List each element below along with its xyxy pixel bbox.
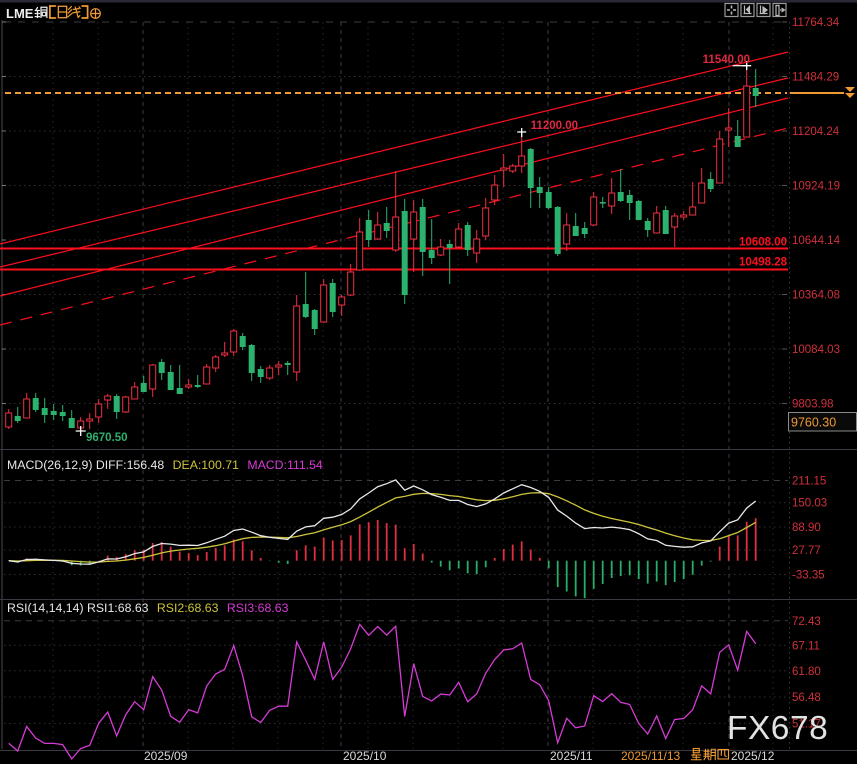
svg-text:11484.29: 11484.29 xyxy=(792,72,839,84)
svg-text:2025/11: 2025/11 xyxy=(550,749,593,763)
svg-text:56.48: 56.48 xyxy=(792,692,821,704)
svg-text:211.15: 211.15 xyxy=(792,476,826,488)
svg-text:11540.00: 11540.00 xyxy=(703,54,750,66)
svg-text:72.43: 72.43 xyxy=(792,616,821,628)
svg-text:2025/10: 2025/10 xyxy=(343,749,387,763)
svg-text:10498.28: 10498.28 xyxy=(739,257,788,269)
svg-text:61.80: 61.80 xyxy=(792,666,821,678)
svg-text:67.11: 67.11 xyxy=(792,640,820,652)
svg-text:FX678: FX678 xyxy=(727,710,828,747)
svg-text:51.17: 51.17 xyxy=(792,718,821,730)
svg-text:150.03: 150.03 xyxy=(792,498,827,510)
svg-text:11204.24: 11204.24 xyxy=(792,126,840,138)
svg-text:9803.98: 9803.98 xyxy=(792,399,834,411)
svg-text:10924.19: 10924.19 xyxy=(792,181,840,193)
svg-text:27.77: 27.77 xyxy=(792,545,821,557)
svg-text:2025/12: 2025/12 xyxy=(731,749,775,763)
svg-text:11764.34: 11764.34 xyxy=(792,17,840,29)
svg-text:9760.30: 9760.30 xyxy=(791,416,836,430)
svg-text:9670.50: 9670.50 xyxy=(86,432,128,444)
svg-text:2025/09: 2025/09 xyxy=(144,749,188,763)
svg-text:11200.00: 11200.00 xyxy=(531,120,578,132)
svg-text:2025/11/13: 2025/11/13 xyxy=(621,749,680,763)
svg-text:10084.03: 10084.03 xyxy=(792,344,840,356)
svg-text:LME: LME xyxy=(6,6,34,21)
svg-text:-33.35: -33.35 xyxy=(792,570,825,582)
svg-text:MACD(26,12,9) DIFF:156.48 DEA:: MACD(26,12,9) DIFF:156.48 DEA:100.71 MAC… xyxy=(7,458,323,472)
svg-text:88.90: 88.90 xyxy=(792,522,821,534)
svg-text:10644.14: 10644.14 xyxy=(792,235,841,247)
svg-text:10608.00: 10608.00 xyxy=(739,237,787,249)
svg-text:RSI(14,14,14) RSI1:68.63 RSI2:: RSI(14,14,14) RSI1:68.63 RSI2:68.63 RSI3… xyxy=(7,601,289,615)
svg-text:10364.08: 10364.08 xyxy=(792,290,840,302)
